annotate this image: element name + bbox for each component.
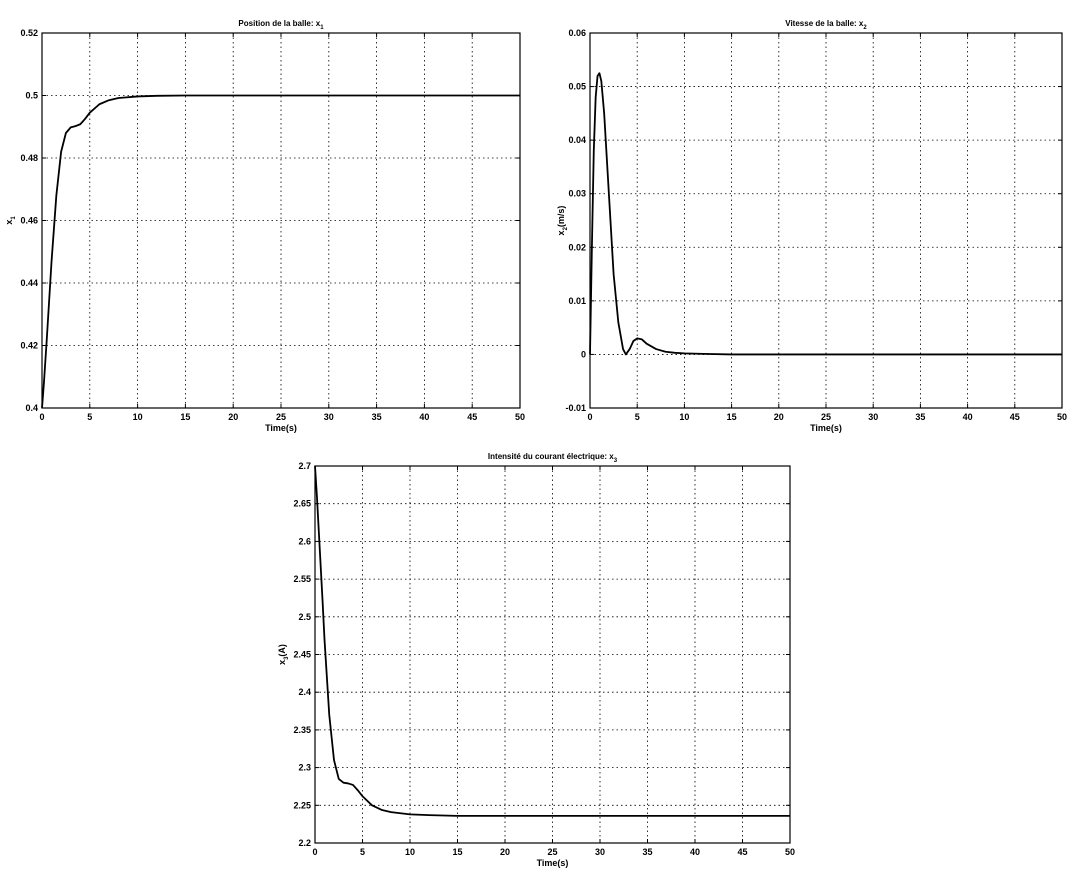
x-tick-label: 35 <box>915 412 925 422</box>
x-tick-label: 30 <box>868 412 878 422</box>
plot-frame <box>589 32 1063 409</box>
x-tick-label: 15 <box>727 412 737 422</box>
y-tick-label: 2.25 <box>293 800 311 810</box>
y-axis-label: x2(m/s) <box>556 206 569 236</box>
y-tick-label: 2.4 <box>298 687 311 697</box>
y-tick-label: 2.65 <box>293 499 311 509</box>
x-tick-label: 30 <box>595 847 605 857</box>
y-tick-label: 0.06 <box>568 28 586 38</box>
x-tick-label: 20 <box>500 847 510 857</box>
y-axis-label-subscript: 3 <box>284 656 290 660</box>
x-tick-label: 50 <box>515 412 525 422</box>
x-tick-label: 25 <box>547 847 557 857</box>
y-tick-label: 0.02 <box>568 242 586 252</box>
chart-title: Position de la balle: x1 <box>238 19 324 31</box>
y-tick-label: 0.52 <box>20 28 38 38</box>
x-tick-label: 10 <box>405 847 415 857</box>
y-tick-label: 2.55 <box>293 574 311 584</box>
y-axis-label-unit: (m/s) <box>556 206 566 228</box>
x-tick-label: 45 <box>1010 412 1020 422</box>
y-tick-label: 2.5 <box>298 612 311 622</box>
chart-3: 0 5 10 15 20 25 30 35 40 45 50 2.2 2.25 2.3 2.35 2.4 2.4… <box>277 452 795 868</box>
y-tick-label: 0.03 <box>568 189 586 199</box>
y-tick-label: 0.04 <box>568 135 586 145</box>
x-tick-label: 20 <box>774 412 784 422</box>
y-tick-label: 0.48 <box>20 153 38 163</box>
y-axis-label-subscript: 2 <box>563 226 569 230</box>
y-axis-label-subscript: 1 <box>11 216 17 220</box>
x-tick-label: 40 <box>419 412 429 422</box>
series-line-1 <box>41 94 520 409</box>
y-axis-label: x3(A) <box>277 644 290 665</box>
chart-1: 0 5 10 15 20 25 30 35 40 45 50 0.4 0.42 0.44 0.46 0.48 0… <box>4 19 525 433</box>
x-tick-label: 0 <box>39 412 44 422</box>
chart-title-text: Intensité du courant électrique: x <box>488 452 614 461</box>
x-axis-label: Time(s) <box>810 423 842 433</box>
x-tick-label: 0 <box>587 412 592 422</box>
chart-title-text: Position de la balle: x <box>238 19 320 28</box>
chart-2: 0 5 10 15 20 25 30 35 40 45 50-0.0100.010.020.030.… <box>556 19 1067 433</box>
x-tick-label: 15 <box>452 847 462 857</box>
x-tick-label: 10 <box>133 412 143 422</box>
y-tick-label: 2.7 <box>298 461 311 471</box>
chart-title-subscript: 1 <box>320 25 324 31</box>
chart-title-subscript: 2 <box>863 25 867 31</box>
chart-title-text: Vitesse de la balle: x <box>785 19 864 28</box>
x-tick-label: 0 <box>312 847 317 857</box>
x-tick-label: 50 <box>1057 412 1067 422</box>
y-axis-label-text: x <box>277 660 287 665</box>
x-tick-label: 25 <box>821 412 831 422</box>
y-tick-label: 0.42 <box>20 341 38 351</box>
y-tick-label: 0.4 <box>25 403 38 413</box>
series-line-1 <box>314 465 790 817</box>
x-tick-label: 45 <box>737 847 747 857</box>
x-tick-label: 10 <box>679 412 689 422</box>
x-axis-label: Time(s) <box>265 423 297 433</box>
y-axis-label-text: x <box>4 220 14 225</box>
x-tick-label: 40 <box>690 847 700 857</box>
x-tick-label: 40 <box>963 412 973 422</box>
x-tick-label: 35 <box>372 412 382 422</box>
y-tick-label: 2.3 <box>298 763 311 773</box>
y-tick-label: 2.2 <box>298 838 311 848</box>
x-tick-label: 30 <box>324 412 334 422</box>
y-tick-label: 0.46 <box>20 216 38 226</box>
x-tick-label: 15 <box>180 412 190 422</box>
x-tick-label: 25 <box>276 412 286 422</box>
chart-title: Intensité du courant électrique: x3 <box>488 452 618 464</box>
y-tick-label: 0.44 <box>20 278 38 288</box>
y-tick-label: 2.6 <box>298 536 311 546</box>
y-tick-label: 0.05 <box>568 82 586 92</box>
x-tick-label: 50 <box>785 847 795 857</box>
y-tick-label: 0 <box>581 349 586 359</box>
y-tick-label: 0.5 <box>25 91 38 101</box>
y-axis-label-text: x <box>556 230 566 235</box>
x-tick-label: 5 <box>360 847 365 857</box>
x-tick-label: 5 <box>635 412 640 422</box>
y-tick-label: 2.35 <box>293 725 311 735</box>
chart-title: Vitesse de la balle: x2 <box>785 19 867 31</box>
y-axis-label: x1 <box>4 216 17 225</box>
y-tick-label: 2.45 <box>293 650 311 660</box>
y-tick-label: -0.01 <box>565 403 586 413</box>
series-line-1 <box>589 72 1062 356</box>
y-tick-label: 0.01 <box>568 296 586 306</box>
x-axis-label: Time(s) <box>537 858 569 868</box>
x-tick-label: 5 <box>87 412 92 422</box>
y-axis-label-unit: (A) <box>277 644 287 657</box>
x-tick-label: 45 <box>467 412 477 422</box>
x-tick-label: 35 <box>642 847 652 857</box>
x-tick-label: 20 <box>228 412 238 422</box>
chart-title-subscript: 3 <box>614 458 618 464</box>
